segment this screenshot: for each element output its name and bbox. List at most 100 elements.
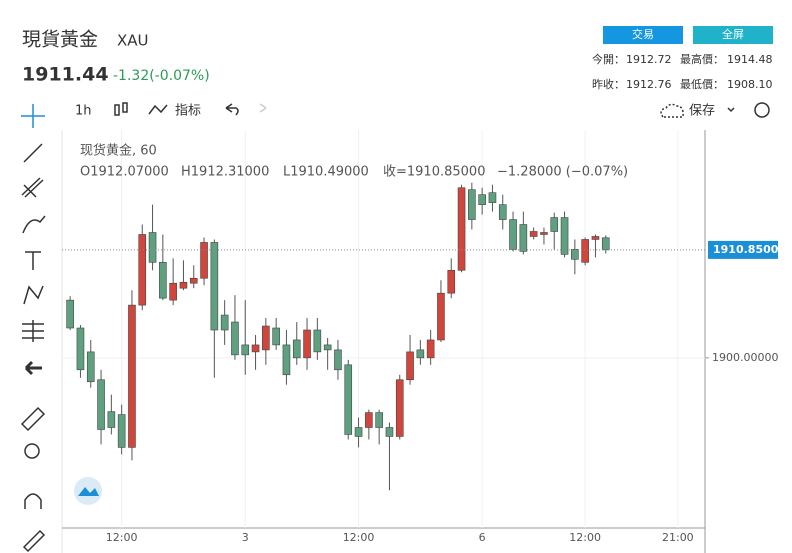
stat-label: 今開： <box>592 52 625 66</box>
indicators[interactable]: 指标 <box>175 104 201 119</box>
candle-body <box>488 192 497 203</box>
dropdown[interactable] <box>727 107 735 113</box>
x-tick-label: 12:00 <box>569 531 601 544</box>
trade-button[interactable] <box>603 26 683 44</box>
text-tool[interactable] <box>25 251 41 270</box>
candle-body <box>344 364 353 435</box>
candle-body <box>406 351 414 381</box>
candle-body <box>591 236 600 240</box>
undo-icon[interactable] <box>225 103 239 116</box>
indicator-icon[interactable] <box>148 104 168 115</box>
candle-body <box>385 427 394 437</box>
last-price-label: 1910.85000 <box>713 243 786 256</box>
ohlc-close: 收=1910.85000 <box>383 165 485 180</box>
candle-body <box>457 187 466 271</box>
candle-icon[interactable] <box>114 102 128 116</box>
price: 1911.44 <box>22 64 109 86</box>
pencil-tool[interactable] <box>22 529 46 553</box>
zoom-tool[interactable] <box>24 443 40 459</box>
save[interactable]: 保存 <box>689 104 715 119</box>
candle-body <box>550 217 559 232</box>
candle-body <box>128 304 136 448</box>
candle-body <box>365 412 373 428</box>
x-tick-label: 21:00 <box>662 531 694 544</box>
fib-tool[interactable] <box>21 177 44 198</box>
trade-label[interactable]: 交易 <box>632 27 654 41</box>
logo-mark <box>78 487 99 496</box>
candle-body <box>159 262 167 299</box>
fullscreen-label[interactable]: 全屏 <box>722 27 744 41</box>
ruler-tool[interactable] <box>20 406 46 432</box>
crosshair-tool[interactable] <box>21 104 45 128</box>
stat-label: 最低價： <box>680 77 724 91</box>
change: -1.32(-0.07%) <box>113 68 210 84</box>
x-tick-label: 3 <box>242 531 249 544</box>
candle-body <box>262 325 270 351</box>
candle-body <box>468 189 476 220</box>
ohlc-open: O1912.07000 <box>80 165 169 180</box>
candle-body <box>437 292 445 341</box>
stat-label: 最高價： <box>680 52 724 66</box>
title: 現貨黃金 <box>22 29 98 51</box>
candle-body <box>66 299 74 329</box>
candle-body <box>138 234 147 306</box>
ohlc-low: L1910.49000 <box>283 165 369 180</box>
back-tool[interactable] <box>24 360 42 376</box>
last-price-box <box>708 240 778 259</box>
candle-body <box>179 281 188 289</box>
stat-value: 1914.48 <box>727 53 773 66</box>
ohlc-change: −1.28000 (−0.07%) <box>497 165 628 180</box>
line-tool[interactable] <box>23 143 43 163</box>
candle-body <box>292 339 301 359</box>
candle-body <box>601 237 610 251</box>
fullscreen-button[interactable] <box>693 26 773 44</box>
candle-body <box>76 327 85 371</box>
y-tick-label: 1900.00000 <box>712 351 778 364</box>
candle-body <box>447 269 456 294</box>
x-tick-label: 6 <box>479 531 486 544</box>
candle-body <box>200 242 208 279</box>
cloud-icon[interactable] <box>660 103 684 118</box>
interval[interactable]: 1h <box>75 104 92 119</box>
candle-body <box>334 349 342 371</box>
candle-body <box>169 282 177 301</box>
candle-body <box>313 329 322 353</box>
candle-body <box>375 412 383 428</box>
candle-body <box>354 427 363 437</box>
candle-body <box>426 339 435 359</box>
candle-body <box>282 344 291 376</box>
candle-body <box>478 194 486 205</box>
candle-body <box>97 379 105 430</box>
x-tick-label: 12:00 <box>106 531 138 544</box>
candle-body <box>107 411 116 428</box>
candle-body <box>540 232 548 235</box>
candle-body <box>231 321 239 356</box>
candle-body <box>303 329 311 359</box>
stat-label: 昨收： <box>592 77 625 91</box>
measure-tool[interactable] <box>22 320 44 342</box>
candle-body <box>148 232 157 263</box>
x-tick-label: 12:00 <box>343 531 375 544</box>
candle-body <box>560 217 569 255</box>
redo-icon[interactable] <box>259 103 267 113</box>
candle-body <box>509 219 517 250</box>
stat-value: 1912.72 <box>626 53 672 66</box>
magnet-tool[interactable] <box>24 493 42 509</box>
candle-body <box>272 327 280 346</box>
candle-body <box>323 344 332 351</box>
candle-body <box>189 277 198 284</box>
left-toolbar <box>20 104 46 553</box>
candle-body <box>251 344 260 353</box>
candle-body <box>416 349 425 359</box>
candle-body <box>571 249 579 260</box>
candle-body <box>241 344 250 356</box>
settings-icon[interactable] <box>754 102 770 118</box>
stat-value: 1908.10 <box>727 78 773 91</box>
brush-tool[interactable] <box>22 215 46 234</box>
candle-body <box>210 242 219 331</box>
pattern-tool[interactable] <box>23 285 44 305</box>
symbol: XAU <box>117 32 149 50</box>
plot: 12:00 3 12:00 6 12:00 21:00 1900.00000 1910.850… <box>62 130 786 544</box>
